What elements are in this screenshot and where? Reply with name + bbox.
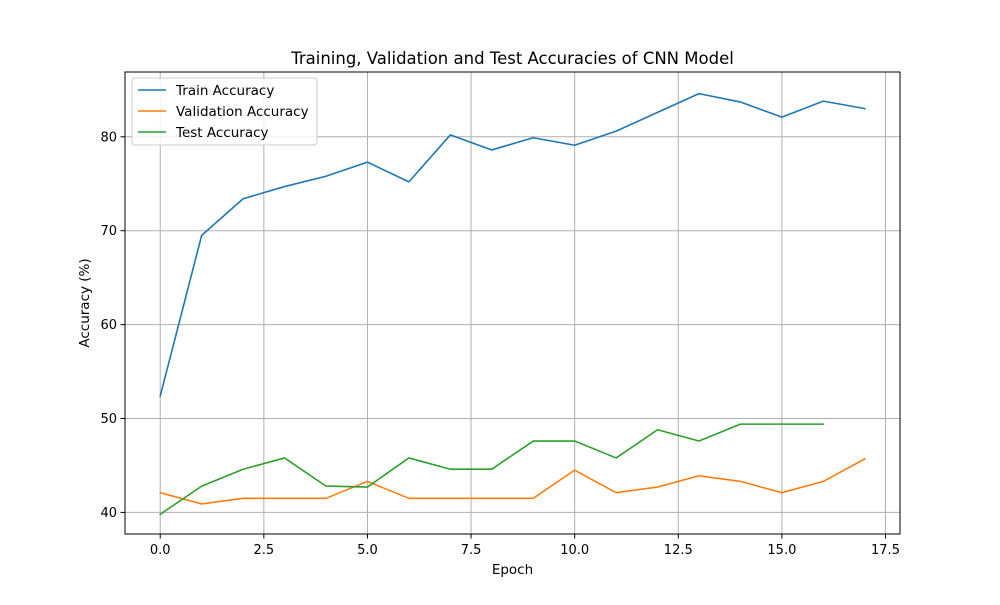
- plot-frame: [124, 71, 901, 535]
- legend-label-train-accuracy: Train Accuracy: [175, 83, 274, 99]
- x-tick-label: 7.5: [461, 543, 482, 558]
- x-tick-label: 2.5: [253, 543, 274, 558]
- validation-accuracy-line: [159, 457, 866, 505]
- y-tick-label: 80: [100, 130, 117, 145]
- x-tick-label: 12.5: [664, 543, 693, 558]
- x-tick-label: 0.0: [150, 543, 171, 558]
- x-tick-label: 5.0: [357, 543, 378, 558]
- y-tick-label: 50: [100, 412, 117, 427]
- axis-ticks: 0.0 2.5 5.0 7.5 10.0 12.5 15.0 17.5 40 50 60 70 80: [100, 130, 900, 558]
- y-tick-label: 40: [100, 506, 117, 521]
- x-axis-label: Epoch: [492, 562, 533, 578]
- series-lines: [159, 92, 866, 516]
- train-accuracy-line: [159, 92, 866, 397]
- test-accuracy-line: [159, 423, 825, 516]
- y-tick-label: 70: [100, 224, 117, 239]
- grid-lines: [125, 72, 900, 534]
- legend-label-test-accuracy: Test Accuracy: [175, 125, 269, 141]
- chart-title: Training, Validation and Test Accuracies…: [290, 49, 734, 68]
- x-tick-label: 15.0: [767, 543, 796, 558]
- y-axis-label: Accuracy (%): [77, 258, 93, 347]
- y-tick-label: 60: [100, 318, 117, 333]
- legend-box: [131, 77, 318, 146]
- legend: Train Accuracy Validation Accuracy Test Ac…: [131, 77, 318, 146]
- x-tick-label: 10.0: [560, 543, 589, 558]
- x-tick-label: 17.5: [871, 543, 900, 558]
- legend-label-validation-accuracy: Validation Accuracy: [176, 104, 309, 120]
